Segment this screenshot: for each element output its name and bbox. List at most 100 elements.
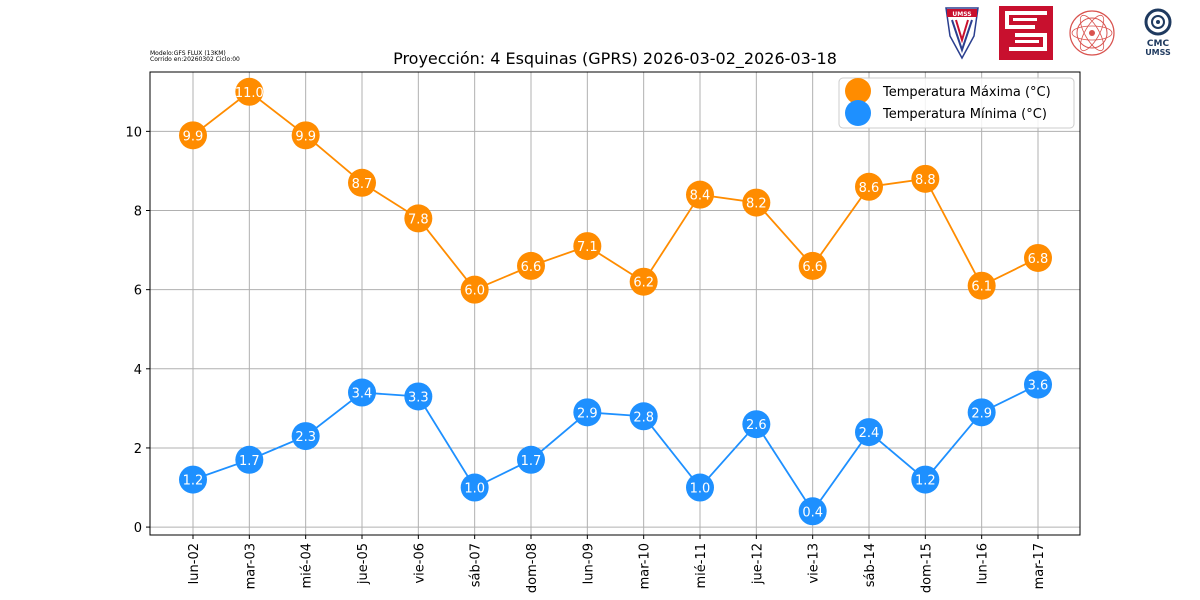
data-point: [742, 410, 771, 439]
data-label: 1.0: [464, 482, 485, 497]
model-label: Modelo:GFS FLUX (13KM): [150, 50, 226, 57]
x-tick-label: lun-16: [976, 543, 991, 584]
data-point: [573, 398, 602, 427]
data-label: 8.6: [859, 181, 880, 196]
x-tick-label: sáb-14: [863, 543, 878, 587]
research-emblem-logo: [1069, 10, 1115, 56]
data-label: 6.1: [971, 280, 992, 295]
x-tick-label: vie-06: [412, 543, 427, 584]
data-point: [348, 378, 376, 407]
data-point: [291, 422, 320, 451]
run-metadata: Modelo:GFS FLUX (13KM) Corrido en:202603…: [150, 51, 240, 63]
data-label: 8.2: [746, 197, 767, 212]
y-tick-label: 0: [134, 521, 142, 536]
data-point: [404, 204, 433, 233]
cmc-umss-label: UMSS: [1145, 48, 1171, 57]
data-point: [460, 275, 489, 304]
data-point: [629, 267, 658, 296]
data-point: [460, 473, 489, 502]
x-tick-label: lun-02: [187, 543, 202, 584]
x-tick-label: mié-04: [300, 543, 315, 589]
data-point: [855, 418, 883, 447]
legend-box: [838, 77, 1075, 129]
legend-label: Temperatura Máxima (°C): [882, 85, 1051, 100]
data-label: 9.9: [183, 129, 204, 144]
data-label: 11.0: [235, 86, 264, 101]
series-layer: 9.9 11.0 9.9 8.7 7.8 6.0 6.6 7.1 6.2 8.4 8.2 6.6 8.6…: [179, 77, 1052, 526]
data-point: [855, 172, 883, 201]
data-label: 2.8: [633, 410, 654, 425]
data-point: [235, 77, 264, 106]
y-tick-label: 2: [134, 442, 142, 457]
x-tick-label: mié-11: [694, 543, 709, 589]
legend-label: Temperatura Mínima (°C): [882, 107, 1047, 122]
data-label: 6.0: [464, 284, 485, 299]
chart-title: Proyección: 4 Esquinas (GPRS) 2026-03-02…: [393, 49, 837, 69]
data-label: 3.6: [1028, 379, 1049, 394]
data-label: 6.2: [633, 276, 654, 291]
y-tick-label: 4: [134, 363, 142, 378]
x-tick-label: sáb-07: [469, 543, 484, 587]
data-point: [235, 445, 264, 474]
umss-crest-text: UMSS: [952, 11, 971, 18]
data-point: [348, 168, 376, 197]
cmc-umss-logo: CMC UMSS: [1144, 8, 1172, 57]
data-point: [629, 402, 658, 431]
data-point: [798, 251, 827, 280]
series-line: [192, 383, 1039, 513]
data-point: [291, 121, 320, 150]
data-point: [179, 465, 207, 494]
data-point: [911, 164, 940, 193]
data-point: [967, 271, 996, 300]
data-label: 1.2: [915, 474, 936, 489]
data-point: [1024, 243, 1052, 272]
x-tick-label: dom-15: [919, 543, 934, 593]
data-label: 7.8: [408, 212, 429, 227]
data-point: [742, 188, 771, 217]
cmc-label: CMC: [1147, 39, 1170, 49]
data-label: 7.1: [577, 240, 598, 255]
data-label: 8.7: [352, 177, 373, 192]
data-label: 6.6: [521, 260, 542, 275]
data-label: 6.8: [1028, 252, 1049, 267]
data-point: [911, 465, 940, 494]
data-label: 3.3: [408, 390, 429, 405]
data-label: 2.4: [859, 426, 880, 441]
data-point: [798, 497, 827, 526]
data-label: 8.8: [915, 173, 936, 188]
y-tick-label: 6: [134, 284, 142, 299]
data-point: [573, 232, 602, 261]
data-label: 1.0: [690, 482, 711, 497]
series-line: [192, 90, 1039, 291]
legend: Temperatura Máxima (°C) Temperatura Mínim…: [838, 77, 1075, 129]
data-point: [686, 180, 714, 209]
x-tick-label: vie-13: [807, 543, 822, 584]
data-label: 2.3: [295, 430, 316, 445]
data-point: [517, 445, 545, 474]
x-tick-label: jue-05: [356, 543, 371, 585]
grid: [150, 72, 1080, 535]
run-label: Corrido en:20260302 Ciclo:00: [150, 56, 240, 63]
data-label: 1.2: [183, 474, 204, 489]
series-max: 9.9 11.0 9.9 8.7 7.8 6.0 6.6 7.1 6.2 8.4 8.2 6.6 8.6…: [179, 77, 1052, 304]
data-label: 1.7: [239, 454, 260, 469]
data-label: 6.6: [802, 260, 823, 275]
data-label: 2.9: [577, 406, 598, 421]
x-tick-label: mar-03: [243, 543, 258, 589]
data-point: [686, 473, 714, 502]
data-label: 8.4: [690, 189, 711, 204]
data-point: [179, 121, 207, 150]
data-label: 3.4: [352, 387, 373, 402]
data-label: 1.7: [521, 454, 542, 469]
x-tick-label: jue-12: [750, 543, 765, 585]
y-axis: 0 2 4 6 8 10: [125, 125, 150, 536]
legend-marker: [845, 100, 871, 126]
data-point: [404, 382, 433, 411]
x-tick-label: mar-10: [638, 543, 653, 589]
umss-crest-logo: UMSS: [945, 7, 979, 60]
legend-marker: [845, 78, 871, 104]
data-point: [1024, 370, 1052, 399]
data-label: 0.4: [802, 505, 823, 520]
series-min: 1.2 1.7 2.3 3.4 3.3 1.0 1.7 2.9 2.8 1.0 2.6 0.4 2.4 1…: [179, 370, 1052, 526]
